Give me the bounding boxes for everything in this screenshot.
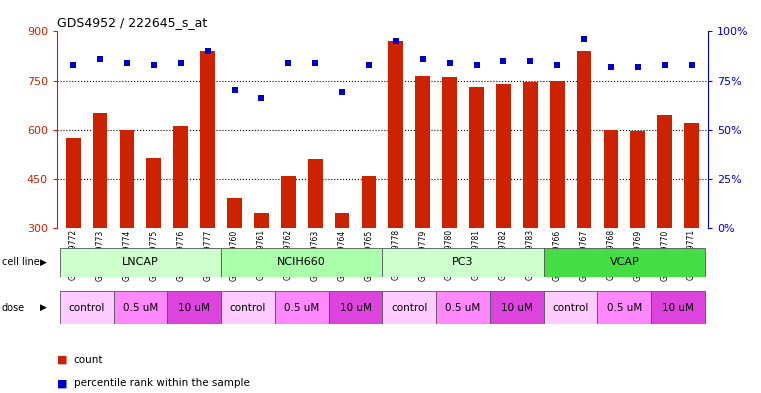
Point (121, 60, 133, 66)
Bar (146, 158, 161, 228)
Bar (597, 291, 651, 324)
Bar (651, 291, 705, 324)
Bar (119, 130, 135, 228)
Bar (221, 291, 275, 324)
Point (578, 36, 590, 42)
Point (686, 62, 698, 68)
Point (94, 56, 107, 62)
Text: control: control (230, 303, 266, 312)
Bar (490, 291, 543, 324)
Point (282, 60, 295, 66)
Text: ▶: ▶ (40, 258, 46, 267)
Point (605, 64, 617, 70)
Text: LNCAP: LNCAP (122, 257, 159, 267)
Bar (361, 176, 377, 228)
Point (551, 62, 563, 68)
Bar (60, 291, 113, 324)
Text: PC3: PC3 (452, 257, 474, 267)
Bar (416, 75, 430, 228)
Text: 10 uM: 10 uM (339, 303, 371, 312)
Bar (469, 87, 484, 228)
Text: NCIH660: NCIH660 (277, 257, 326, 267)
Point (256, 95, 268, 101)
Text: 0.5 uM: 0.5 uM (284, 303, 320, 312)
Bar (436, 291, 490, 324)
Bar (543, 291, 597, 324)
Point (390, 38, 402, 44)
Bar (658, 115, 672, 228)
Bar (543, 248, 705, 277)
Point (202, 48, 214, 54)
Text: 0.5 uM: 0.5 uM (123, 303, 158, 312)
Point (497, 58, 509, 64)
Bar (630, 131, 645, 228)
Bar (65, 138, 81, 228)
Bar (227, 198, 242, 228)
Point (309, 60, 321, 66)
Text: GDS4952 / 222645_s_at: GDS4952 / 222645_s_at (57, 17, 207, 29)
Point (363, 62, 375, 68)
Text: ■: ■ (57, 378, 68, 388)
Point (470, 62, 482, 68)
Point (336, 89, 349, 95)
Point (175, 60, 187, 66)
Bar (684, 123, 699, 228)
Bar (221, 248, 382, 277)
Bar (382, 291, 436, 324)
Bar (93, 113, 107, 228)
Bar (275, 291, 329, 324)
Bar (496, 84, 511, 228)
Bar (523, 82, 538, 228)
Text: ▶: ▶ (40, 303, 46, 312)
Bar (281, 176, 296, 228)
Bar (167, 291, 221, 324)
Bar (603, 130, 619, 228)
Bar (382, 248, 543, 277)
Text: 0.5 uM: 0.5 uM (607, 303, 642, 312)
Bar (329, 291, 382, 324)
Bar (113, 291, 167, 324)
Bar (254, 213, 269, 228)
Bar (174, 127, 188, 228)
Point (658, 62, 670, 68)
Point (228, 87, 240, 94)
Bar (388, 41, 403, 228)
Bar (335, 213, 349, 228)
Text: 10 uM: 10 uM (178, 303, 210, 312)
Text: dose: dose (2, 303, 24, 312)
Point (632, 64, 644, 70)
Text: count: count (74, 354, 103, 365)
Text: 10 uM: 10 uM (662, 303, 694, 312)
Bar (307, 159, 323, 228)
Text: 0.5 uM: 0.5 uM (445, 303, 481, 312)
Text: control: control (552, 303, 589, 312)
Point (148, 62, 160, 68)
Bar (200, 51, 215, 228)
Text: VCAP: VCAP (610, 257, 639, 267)
Point (416, 56, 428, 62)
Text: ■: ■ (57, 354, 68, 365)
Point (524, 58, 537, 64)
Point (444, 60, 456, 66)
Text: control: control (391, 303, 428, 312)
Bar (60, 248, 221, 277)
Bar (442, 77, 457, 228)
Bar (577, 51, 591, 228)
Text: percentile rank within the sample: percentile rank within the sample (74, 378, 250, 388)
Bar (549, 81, 565, 228)
Point (67, 62, 79, 68)
Text: cell line: cell line (2, 257, 40, 267)
Text: control: control (68, 303, 105, 312)
Text: 10 uM: 10 uM (501, 303, 533, 312)
